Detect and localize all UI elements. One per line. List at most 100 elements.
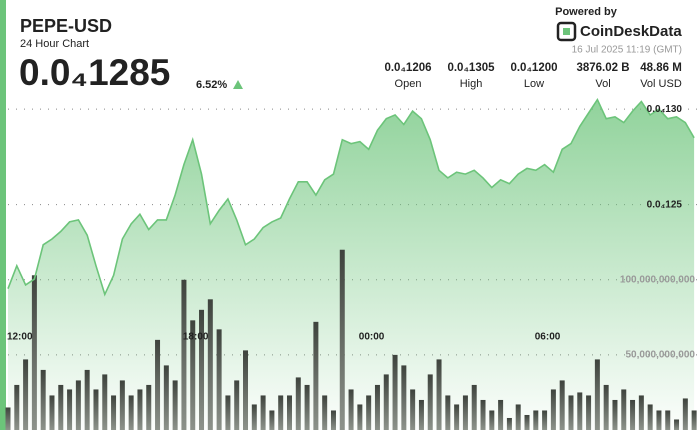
stat-label: Vol USD xyxy=(640,78,682,90)
volume-bar xyxy=(119,380,125,430)
volume-bar xyxy=(577,392,583,430)
volume-bar xyxy=(691,410,697,430)
volume-bar xyxy=(506,417,512,430)
volume-bar xyxy=(216,329,222,430)
volume-bar xyxy=(418,399,424,430)
powered-by: Powered by xyxy=(555,6,618,18)
price-line xyxy=(7,97,695,297)
volume-bar xyxy=(313,321,319,430)
volume-bar xyxy=(234,380,240,430)
y-tick-label: 0.0₄130 xyxy=(647,104,683,115)
volume-bar xyxy=(5,407,11,430)
brand-icon xyxy=(556,21,577,42)
volume-bar xyxy=(524,414,530,430)
volume-bar xyxy=(357,404,363,430)
stat-label: Low xyxy=(524,78,544,90)
plot: 0.0₄130 0.0₄125 100,000,000,000 50,000,000,… xyxy=(5,97,700,430)
stat-label: Open xyxy=(395,78,422,90)
volume-bar xyxy=(251,404,257,430)
volume-bar xyxy=(550,389,556,430)
volume-bar xyxy=(181,279,187,430)
volume-bar xyxy=(225,395,231,430)
volume-bar xyxy=(295,377,301,430)
volume-bar xyxy=(23,359,29,430)
stat-value: 0.0₄1206 xyxy=(384,62,431,74)
volume-bar xyxy=(462,395,468,430)
y2-tick-label: 100,000,000,000 xyxy=(620,274,696,285)
stat-value: 3876.02 B xyxy=(576,62,629,74)
volume-bar xyxy=(559,380,565,430)
volume-bar xyxy=(436,359,442,430)
volume-bar xyxy=(586,395,592,430)
subtitle: 24 Hour Chart xyxy=(20,38,89,50)
volume-bar xyxy=(445,395,451,430)
volume-bar xyxy=(489,410,495,430)
volume-bar xyxy=(594,359,600,430)
volume-bar xyxy=(40,369,46,430)
volume-bar xyxy=(638,395,644,430)
up-arrow xyxy=(233,80,243,89)
stat-value: 0.0₄1200 xyxy=(510,62,557,74)
volume-bar xyxy=(383,374,389,430)
volume-bar xyxy=(322,395,328,430)
volume-bar xyxy=(243,350,249,430)
change: 6.52% xyxy=(196,79,227,91)
volume-bar xyxy=(568,395,574,430)
brand: CoinDeskData xyxy=(580,23,682,40)
volume-bar xyxy=(14,384,20,430)
x-tick-label: 18:00 xyxy=(183,332,209,343)
volume-bar xyxy=(454,404,460,430)
stat-label: Vol xyxy=(595,78,610,90)
volume-bar xyxy=(471,384,477,430)
volume-bar xyxy=(665,410,671,430)
x-tick-label: 12:00 xyxy=(7,332,33,343)
volume-bar xyxy=(533,410,539,430)
volume-bar xyxy=(682,398,688,430)
volume-bar xyxy=(498,399,504,430)
volume-bar xyxy=(260,395,266,430)
volume-bar xyxy=(374,384,380,430)
volume-bar xyxy=(278,395,284,430)
title: PEPE-USD xyxy=(20,16,112,36)
timestamp: 16 Jul 2025 11:19 (GMT) xyxy=(572,45,682,56)
volume-bar xyxy=(75,380,81,430)
volume-bar xyxy=(630,399,636,430)
volume-bar xyxy=(330,410,336,430)
volume-bar xyxy=(207,299,213,430)
volume-bar xyxy=(190,320,196,430)
stats: 0.0₄1206 Open 0.0₄1305 High 0.0₄1200 Low 3876.… xyxy=(384,62,681,90)
accent-stripe xyxy=(0,0,6,430)
volume-bar xyxy=(269,410,275,430)
volume-bar xyxy=(401,365,407,430)
volume-bar xyxy=(515,404,521,430)
volume-bar xyxy=(49,395,55,430)
volume-bar xyxy=(199,309,205,430)
x-tick-label: 00:00 xyxy=(359,332,385,343)
volume-bar xyxy=(656,410,662,430)
x-tick-label: 06:00 xyxy=(535,332,561,343)
volume-bar xyxy=(304,384,310,430)
volume-bar xyxy=(621,389,627,430)
volume-bar xyxy=(102,374,108,430)
volume-bar xyxy=(67,389,73,430)
volume-bar xyxy=(674,419,680,430)
volume-bar xyxy=(137,389,143,430)
volume-bar xyxy=(146,384,152,430)
volume-bar xyxy=(286,395,292,430)
current-price: 0.0₄1285 xyxy=(19,52,170,93)
stat-label: High xyxy=(460,78,483,90)
volume-bar xyxy=(427,374,433,430)
volume-bar xyxy=(31,275,37,430)
stat-value: 48.86 M xyxy=(640,62,682,74)
y-tick-label: 0.0₄125 xyxy=(647,199,683,210)
volume-bar xyxy=(603,384,609,430)
volume-bar xyxy=(612,399,618,430)
volume-bar xyxy=(542,410,548,430)
volume-bar xyxy=(339,249,345,430)
volume-bar xyxy=(58,384,64,430)
area-fill xyxy=(8,99,695,430)
volume-bar xyxy=(172,380,178,430)
volume-bar xyxy=(84,369,90,430)
volume-bar xyxy=(155,339,161,430)
volume-bar xyxy=(366,395,372,430)
